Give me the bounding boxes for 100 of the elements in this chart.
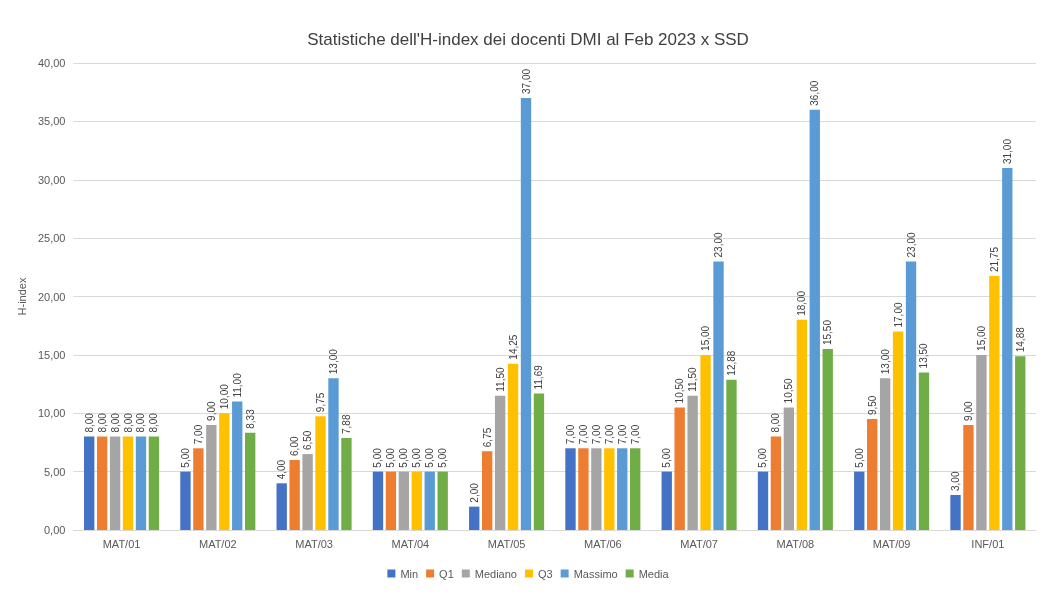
bar	[879, 378, 891, 530]
bar	[372, 471, 384, 530]
y-tick-label: 35,00	[37, 115, 66, 128]
bar	[219, 413, 230, 530]
data-label: 13,00	[327, 348, 339, 375]
data-label: 5,00	[411, 447, 423, 468]
bar	[437, 471, 448, 530]
bar	[674, 407, 685, 530]
y-tick-label: 20,00	[37, 290, 66, 303]
bar	[315, 416, 326, 530]
data-label: 4,00	[276, 459, 288, 480]
data-label: 9,50	[866, 395, 878, 416]
bar	[757, 471, 769, 530]
bar	[109, 436, 121, 530]
data-label: 18,00	[796, 290, 808, 316]
data-label: 6,75	[481, 427, 493, 448]
data-label: 3,00	[950, 471, 962, 491]
data-label: 31,00	[1001, 138, 1013, 165]
y-axis-title: H-index	[15, 277, 28, 316]
bar	[276, 483, 287, 530]
bar	[520, 98, 532, 530]
bar	[193, 448, 204, 530]
data-label: 10,50	[674, 377, 686, 404]
bar	[180, 471, 191, 530]
bar	[469, 506, 480, 530]
y-tick-label: 25,00	[37, 232, 66, 245]
bar	[630, 448, 641, 530]
bar	[783, 407, 795, 530]
bar	[533, 393, 545, 530]
data-label: 5,00	[385, 447, 397, 468]
data-label: 10,00	[218, 383, 230, 410]
bar	[1002, 168, 1013, 530]
data-label: 15,00	[975, 325, 987, 351]
data-label: 10,50	[783, 377, 795, 404]
data-label: 5,00	[372, 447, 384, 468]
bar	[289, 459, 300, 530]
bar	[328, 378, 339, 530]
bar	[135, 436, 147, 530]
bar	[867, 419, 878, 530]
data-label: 7,00	[192, 424, 204, 445]
x-tick-label: INF/01	[971, 537, 1005, 550]
bar	[341, 438, 352, 530]
data-label: 12,88	[725, 350, 737, 376]
bar	[206, 424, 217, 530]
data-label: 7,00	[629, 424, 641, 445]
data-label: 15,00	[700, 325, 712, 351]
bar	[989, 276, 1000, 530]
bar	[245, 432, 256, 530]
bar	[481, 451, 493, 530]
bar	[302, 454, 313, 530]
data-label: 9,00	[205, 401, 217, 421]
legend-label: Media	[638, 567, 670, 580]
y-tick-label: 15,00	[37, 348, 66, 361]
data-label: 13,50	[918, 342, 930, 369]
bar	[578, 448, 589, 530]
data-label: 11,69	[533, 364, 545, 390]
data-label: 23,00	[905, 232, 917, 258]
bar	[905, 261, 917, 530]
data-label: 8,00	[109, 412, 121, 433]
bar	[892, 331, 904, 530]
bar	[398, 471, 410, 530]
bar	[918, 372, 930, 530]
bar	[950, 494, 961, 530]
bar	[148, 436, 160, 530]
x-tick-label: MAT/05	[487, 537, 526, 550]
x-tick-label: MAT/03	[295, 537, 333, 550]
legend-label: Mediano	[474, 567, 517, 580]
data-label: 11,50	[687, 367, 699, 392]
bar	[122, 436, 134, 530]
data-label: 6,50	[302, 430, 314, 451]
data-label: 8,33	[244, 408, 256, 429]
data-label: 5,00	[437, 447, 449, 468]
bar	[796, 319, 808, 530]
data-label: 15,50	[822, 319, 834, 346]
data-label: 7,00	[564, 424, 576, 445]
data-label: 7,00	[603, 424, 615, 445]
x-tick-label: MAT/08	[776, 537, 815, 550]
y-tick-label: 5,00	[44, 465, 66, 478]
data-label: 5,00	[661, 447, 673, 468]
bar	[687, 395, 698, 530]
bar	[507, 363, 519, 530]
bar	[494, 395, 506, 530]
bar	[822, 349, 833, 530]
data-label: 14,25	[507, 334, 519, 360]
bar	[385, 471, 397, 530]
legend-label: Massimo	[573, 567, 618, 580]
bar	[232, 401, 243, 530]
bar	[591, 448, 602, 530]
data-label: 37,00	[520, 68, 532, 95]
data-label: 8,00	[83, 412, 95, 433]
data-label: 5,00	[398, 447, 410, 468]
data-label: 7,00	[577, 424, 589, 445]
y-tick-label: 40,00	[37, 57, 66, 69]
y-tick-label: 30,00	[37, 173, 66, 186]
x-tick-label: MAT/07	[680, 537, 718, 550]
x-tick-label: MAT/02	[198, 537, 237, 550]
bar	[854, 471, 865, 530]
data-label: 5,00	[424, 447, 436, 468]
data-label: 9,00	[962, 401, 974, 421]
y-tick-label: 0,00	[44, 524, 66, 536]
